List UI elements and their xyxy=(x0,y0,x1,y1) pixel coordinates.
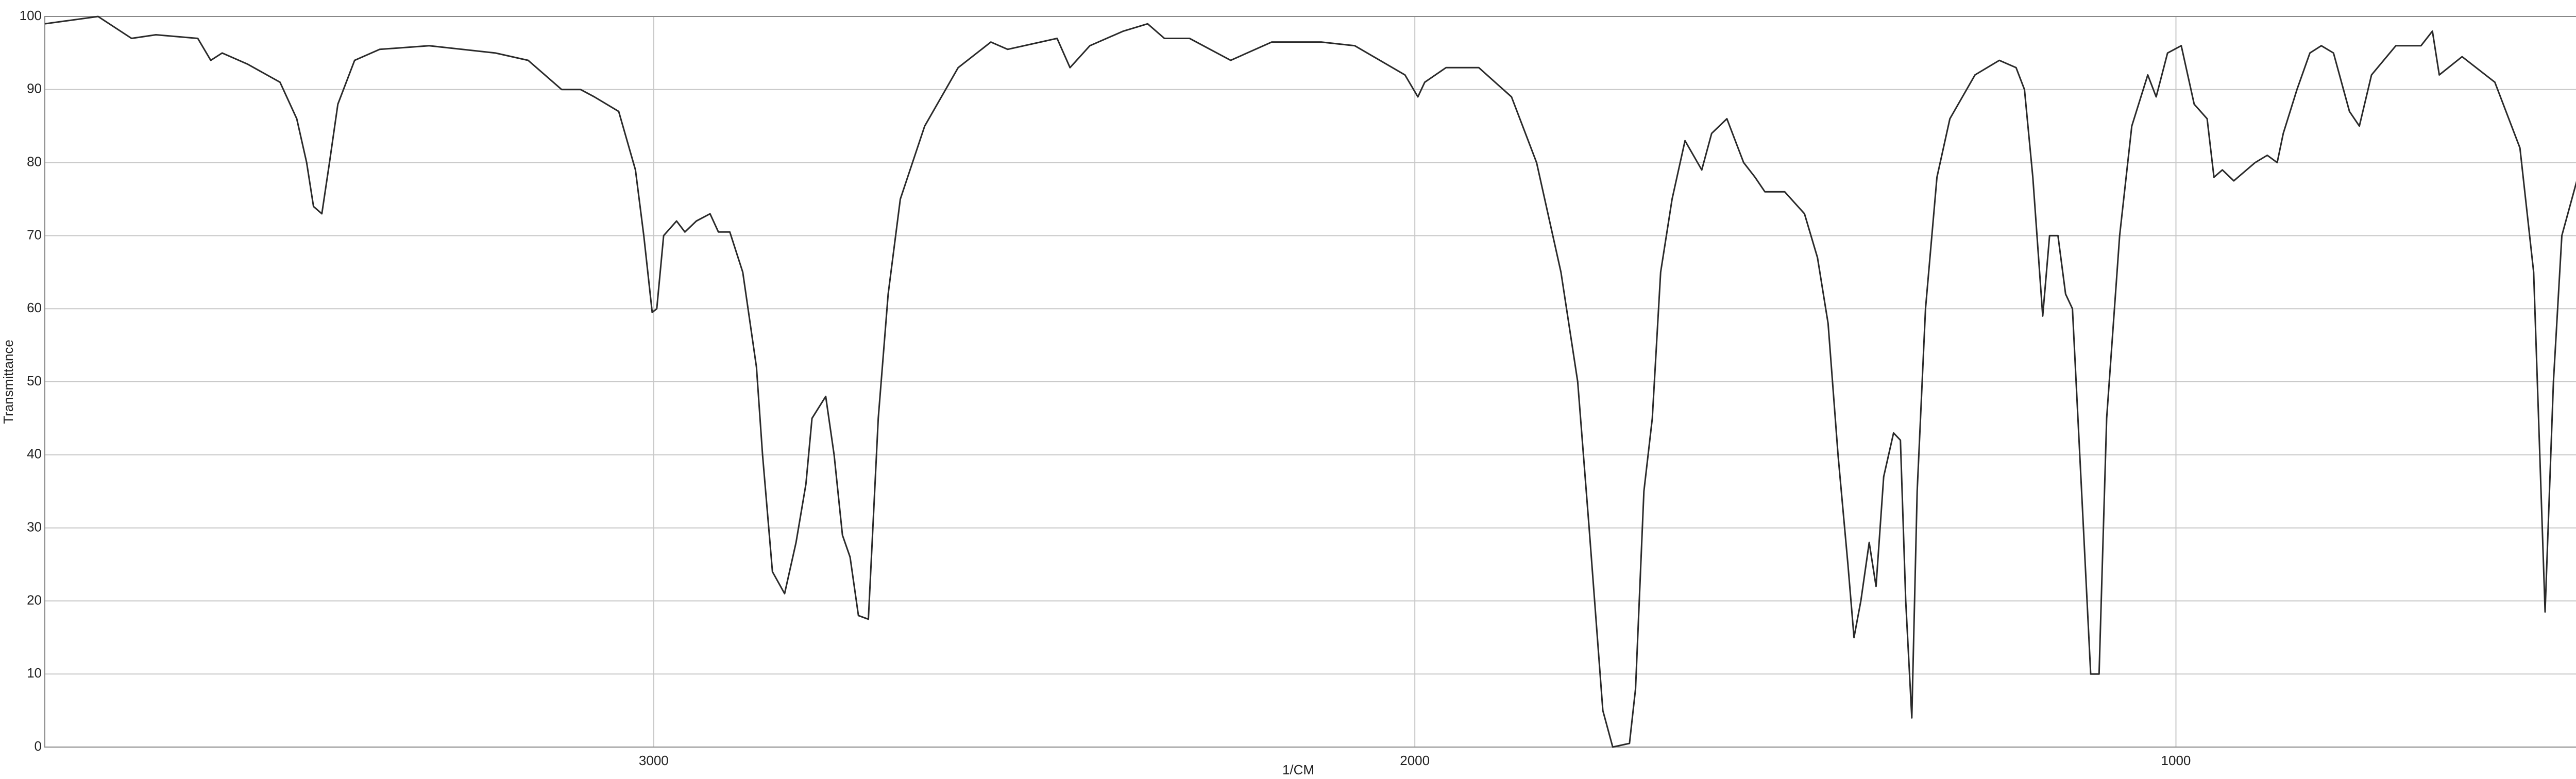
y-axis-label: Transmittance xyxy=(1,340,16,424)
x-tick-label: 2000 xyxy=(1400,753,1430,768)
y-tick-label: 10 xyxy=(27,665,42,681)
y-tick-label: 100 xyxy=(20,8,42,23)
y-tick-label: 40 xyxy=(27,446,42,462)
y-tick-label: 20 xyxy=(27,592,42,607)
plot-frame xyxy=(44,16,2576,748)
x-axis-label: 1/CM xyxy=(1282,762,1314,777)
y-tick-label: 90 xyxy=(27,81,42,96)
x-tick-label: 3000 xyxy=(639,753,669,768)
x-tick-label: 1000 xyxy=(2161,753,2191,768)
y-tick-label: 50 xyxy=(27,373,42,388)
y-tick-label: 30 xyxy=(27,519,42,534)
spectrum-line xyxy=(44,15,2576,748)
y-tick-label: 0 xyxy=(35,738,42,754)
y-tick-label: 60 xyxy=(27,300,42,315)
y-tick-label: 70 xyxy=(27,227,42,242)
y-tick-label: 80 xyxy=(27,154,42,169)
